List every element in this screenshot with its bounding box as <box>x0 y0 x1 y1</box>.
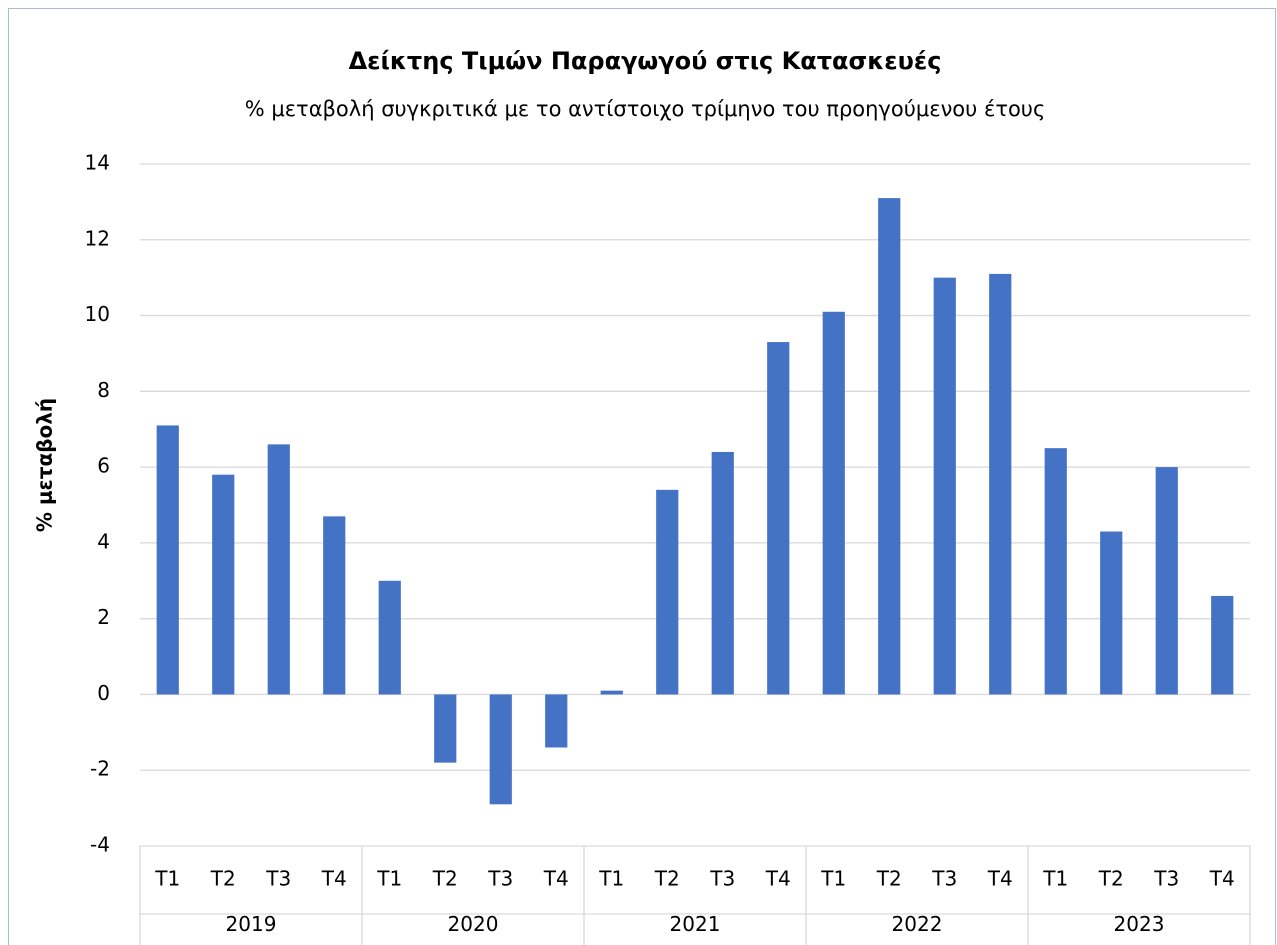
x-tick-label: T2 <box>654 867 680 891</box>
x-tick-label: T3 <box>1153 867 1179 891</box>
bar <box>656 489 679 695</box>
y-tick-label: 8 <box>97 378 110 402</box>
x-tick-label: T1 <box>820 867 846 891</box>
bar <box>489 694 512 805</box>
x-tick-label: T1 <box>598 867 624 891</box>
group-label: 2020 <box>448 912 499 936</box>
bar <box>545 694 568 748</box>
x-tick-label: T2 <box>1098 867 1124 891</box>
x-tick-label: T2 <box>210 867 236 891</box>
bar <box>767 342 790 695</box>
bar <box>267 444 290 695</box>
group-label: 2022 <box>892 912 943 936</box>
chart-subtitle: % μεταβολή συγκριτικά με το αντίστοιχο τ… <box>245 97 1046 121</box>
group-label: 2019 <box>226 912 277 936</box>
y-tick-label: 12 <box>85 226 110 250</box>
x-tick-label: T4 <box>321 867 347 891</box>
x-tick-label: T3 <box>487 867 513 891</box>
bar <box>600 690 623 695</box>
x-tick-label: T2 <box>876 867 902 891</box>
bar <box>822 311 845 695</box>
x-tick-label: T3 <box>709 867 735 891</box>
y-tick-label: 0 <box>97 681 110 705</box>
x-tick-label: T1 <box>154 867 180 891</box>
y-tick-label: 2 <box>97 605 110 629</box>
bar <box>1211 595 1234 695</box>
bar <box>1155 467 1178 695</box>
x-tick-label: T3 <box>265 867 291 891</box>
y-tick-label: 4 <box>97 529 110 553</box>
y-tick-label: 14 <box>85 151 110 175</box>
bar <box>156 425 179 695</box>
bar <box>1100 531 1123 695</box>
bar <box>878 198 901 695</box>
bar <box>434 694 457 763</box>
bar <box>711 451 734 695</box>
y-tick-label: -2 <box>90 757 110 781</box>
y-tick-label: 6 <box>97 454 110 478</box>
y-tick-label: 10 <box>85 302 110 326</box>
bar <box>1044 448 1067 695</box>
x-tick-label: T3 <box>931 867 957 891</box>
x-tick-label: T4 <box>543 867 569 891</box>
group-label: 2021 <box>670 912 721 936</box>
group-label: 2023 <box>1114 912 1165 936</box>
bar <box>323 516 346 695</box>
y-axis-label: % μεταβολή <box>33 398 57 532</box>
bar <box>933 277 956 695</box>
bar <box>212 474 235 695</box>
y-tick-label: -4 <box>90 833 110 857</box>
bar <box>989 273 1012 695</box>
x-tick-label: T2 <box>432 867 458 891</box>
chart-title: Δείκτης Τιμών Παραγωγού στις Κατασκευές <box>349 47 942 75</box>
x-tick-label: T1 <box>1042 867 1068 891</box>
bar <box>378 580 401 695</box>
x-tick-label: T4 <box>765 867 791 891</box>
x-tick-label: T1 <box>376 867 402 891</box>
x-tick-label: T4 <box>1209 867 1235 891</box>
x-tick-label: T4 <box>987 867 1013 891</box>
chart-frame <box>8 8 1276 945</box>
